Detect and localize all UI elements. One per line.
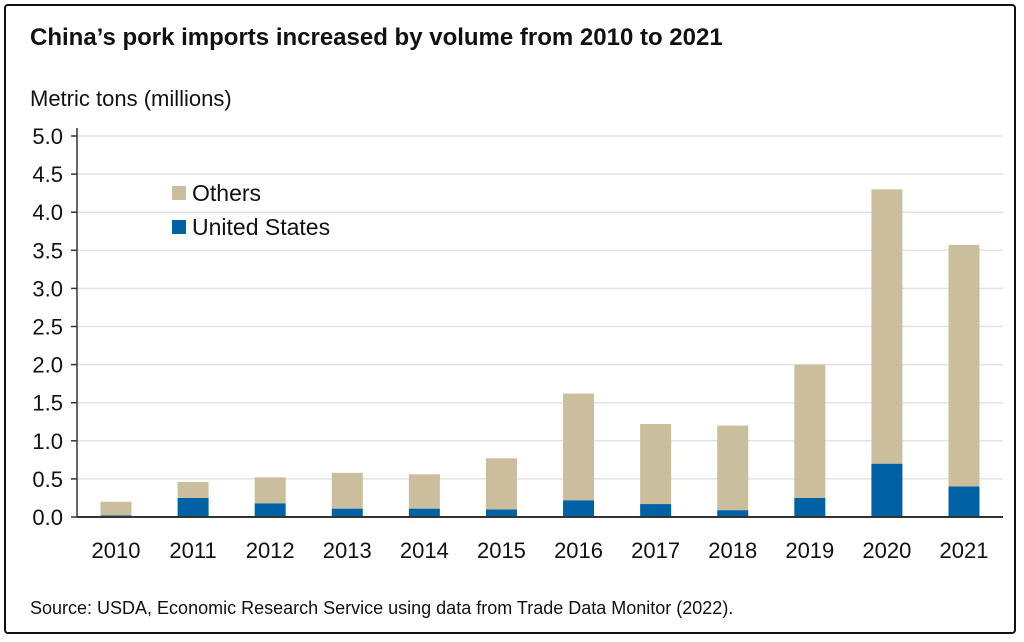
bar-united-states-2014 bbox=[408, 508, 440, 517]
bar-united-states-2017 bbox=[640, 504, 672, 517]
bar-others-2011 bbox=[177, 481, 209, 498]
x-tick-label: 2010 bbox=[92, 538, 141, 563]
bar-united-states-2015 bbox=[485, 509, 517, 517]
x-tick-label: 2012 bbox=[246, 538, 295, 563]
chart-frame bbox=[4, 4, 1016, 634]
y-tick-label: 2.5 bbox=[32, 315, 63, 340]
legend-label: Others bbox=[192, 180, 261, 206]
bar-others-2012 bbox=[254, 477, 286, 504]
y-tick-label: 1.5 bbox=[32, 391, 63, 416]
y-tick-label: 3.5 bbox=[32, 238, 63, 263]
bar-others-2020 bbox=[871, 189, 903, 464]
legend-swatch bbox=[172, 220, 186, 234]
y-tick-label: 0.0 bbox=[32, 505, 63, 530]
bar-others-2019 bbox=[794, 364, 826, 498]
x-tick-label: 2013 bbox=[323, 538, 372, 563]
y-tick-label: 4.0 bbox=[32, 200, 63, 225]
x-tick-label: 2014 bbox=[400, 538, 449, 563]
y-tick-label: 1.0 bbox=[32, 429, 63, 454]
bar-others-2010 bbox=[100, 501, 132, 516]
y-tick-label: 5.0 bbox=[32, 124, 63, 149]
x-tick-label: 2017 bbox=[631, 538, 680, 563]
chart-title: China’s pork imports increased by volume… bbox=[30, 24, 723, 51]
x-tick-label: 2011 bbox=[169, 538, 216, 563]
x-tick-label: 2019 bbox=[785, 538, 834, 563]
legend-label: United States bbox=[192, 214, 330, 240]
y-tick-label: 0.5 bbox=[32, 467, 63, 492]
source-note: Source: USDA, Economic Research Service … bbox=[30, 598, 734, 618]
x-tick-label: 2018 bbox=[708, 538, 757, 563]
x-tick-label: 2020 bbox=[862, 538, 911, 563]
bar-united-states-2019 bbox=[794, 497, 826, 517]
bar-united-states-2021 bbox=[948, 486, 980, 517]
bar-united-states-2011 bbox=[177, 497, 209, 517]
bar-united-states-2020 bbox=[871, 463, 903, 517]
bar-united-states-2012 bbox=[254, 503, 286, 517]
x-tick-label: 2016 bbox=[554, 538, 603, 563]
bar-others-2016 bbox=[563, 393, 595, 501]
bar-others-2017 bbox=[640, 424, 672, 505]
y-axis-label: Metric tons (millions) bbox=[30, 86, 232, 111]
x-tick-label: 2015 bbox=[477, 538, 526, 563]
bar-united-states-2016 bbox=[563, 500, 595, 517]
y-tick-label: 2.0 bbox=[32, 353, 63, 378]
legend-swatch bbox=[172, 186, 186, 200]
bar-others-2021 bbox=[948, 244, 980, 487]
y-tick-label: 4.5 bbox=[32, 162, 63, 187]
y-tick-label: 3.0 bbox=[32, 276, 63, 301]
bar-others-2018 bbox=[717, 425, 749, 511]
bar-others-2013 bbox=[331, 472, 363, 509]
x-tick-label: 2021 bbox=[940, 538, 989, 563]
bar-united-states-2018 bbox=[717, 510, 749, 517]
bar-others-2014 bbox=[408, 474, 440, 509]
bar-others-2015 bbox=[485, 458, 517, 510]
bar-united-states-2013 bbox=[331, 508, 363, 517]
